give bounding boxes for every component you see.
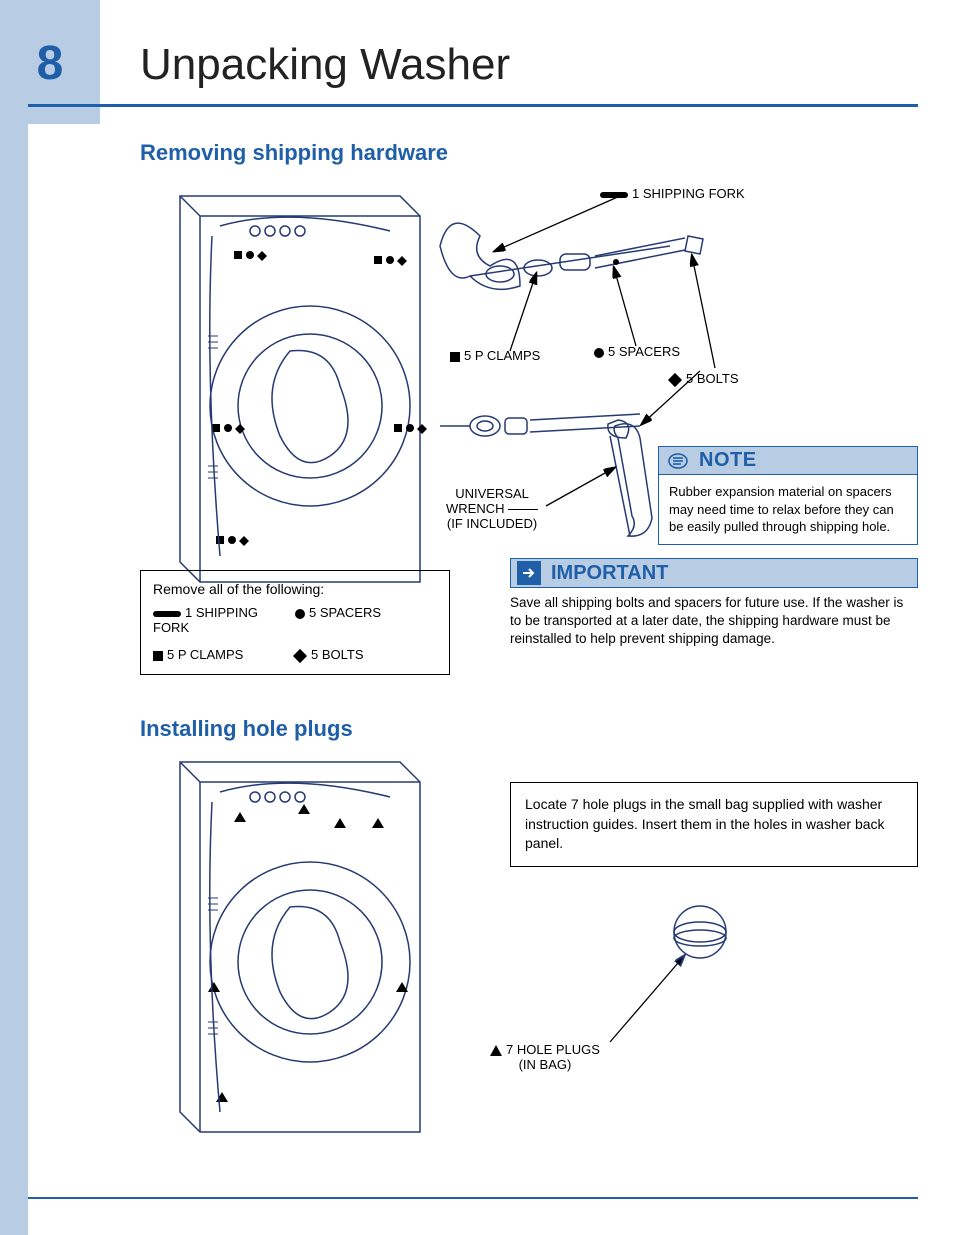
note-icon: [667, 450, 689, 472]
important-body: Save all shipping bolts and spacers for …: [510, 588, 918, 649]
note-box: NOTE Rubber expansion material on spacer…: [658, 446, 918, 545]
label-shipping-fork: 1 SHIPPING FORK: [600, 186, 745, 201]
label-hole-plugs: 7 HOLE PLUGS (IN BAG): [490, 1042, 600, 1072]
shipping-hardware-diagram: 1 SHIPPING FORK 5 P CLAMPS 5 SPACERS 5 B…: [140, 176, 918, 606]
section-heading-removing: Removing shipping hardware: [140, 140, 918, 166]
symbol-diamond-icon: [293, 648, 307, 662]
symbol-square-icon: [153, 651, 163, 661]
note-title: NOTE: [699, 449, 757, 472]
title-rule: [28, 104, 918, 107]
label-bolts: 5 BOLTS: [670, 371, 739, 386]
remove-items-box: Remove all of the following: 1 SHIPPING …: [140, 570, 450, 675]
page-number: 8: [37, 36, 64, 91]
section-installing-plugs: Installing hole plugs: [140, 716, 918, 1152]
remove-intro: Remove all of the following:: [153, 581, 437, 597]
section-heading-plugs: Installing hole plugs: [140, 716, 918, 742]
symbol-diamond-icon: [668, 372, 682, 386]
remove-item: 5 BOLTS: [295, 647, 437, 662]
symbol-triangle-icon: [490, 1045, 502, 1056]
important-box: IMPORTANT Save all shipping bolts and sp…: [510, 558, 918, 649]
label-spacers: 5 SPACERS: [594, 344, 680, 359]
note-header: NOTE: [658, 446, 918, 475]
label-p-clamps: 5 P CLAMPS: [450, 348, 540, 363]
hole-plugs-instruction: Locate 7 hole plugs in the small bag sup…: [525, 796, 885, 851]
symbol-circle-icon: [295, 609, 305, 619]
left-sidebar-band: [0, 124, 28, 1235]
page-title: Unpacking Washer: [140, 40, 510, 90]
arrow-right-icon: [517, 561, 541, 585]
symbol-dash-icon: [153, 611, 181, 617]
remove-item: 1 SHIPPING FORK: [153, 605, 295, 635]
symbol-circle-icon: [594, 348, 604, 358]
symbol-square-icon: [450, 352, 460, 362]
bottom-rule: [28, 1197, 918, 1199]
remove-items-list: 1 SHIPPING FORK 5 SPACERS 5 P CLAMPS 5 B…: [153, 605, 437, 662]
important-title: IMPORTANT: [551, 562, 668, 585]
remove-item: 5 SPACERS: [295, 605, 437, 635]
symbol-dash-icon: [600, 192, 628, 198]
note-body: Rubber expansion material on spacers may…: [658, 475, 918, 545]
hole-plugs-instruction-box: Locate 7 hole plugs in the small bag sup…: [510, 782, 918, 867]
remove-item: 5 P CLAMPS: [153, 647, 295, 662]
hole-plugs-diagram: Locate 7 hole plugs in the small bag sup…: [140, 752, 918, 1152]
label-wrench: UNIVERSAL WRENCH (IF INCLUDED): [446, 486, 538, 531]
main-content: Removing shipping hardware: [140, 140, 918, 1205]
important-header: IMPORTANT: [510, 558, 918, 588]
